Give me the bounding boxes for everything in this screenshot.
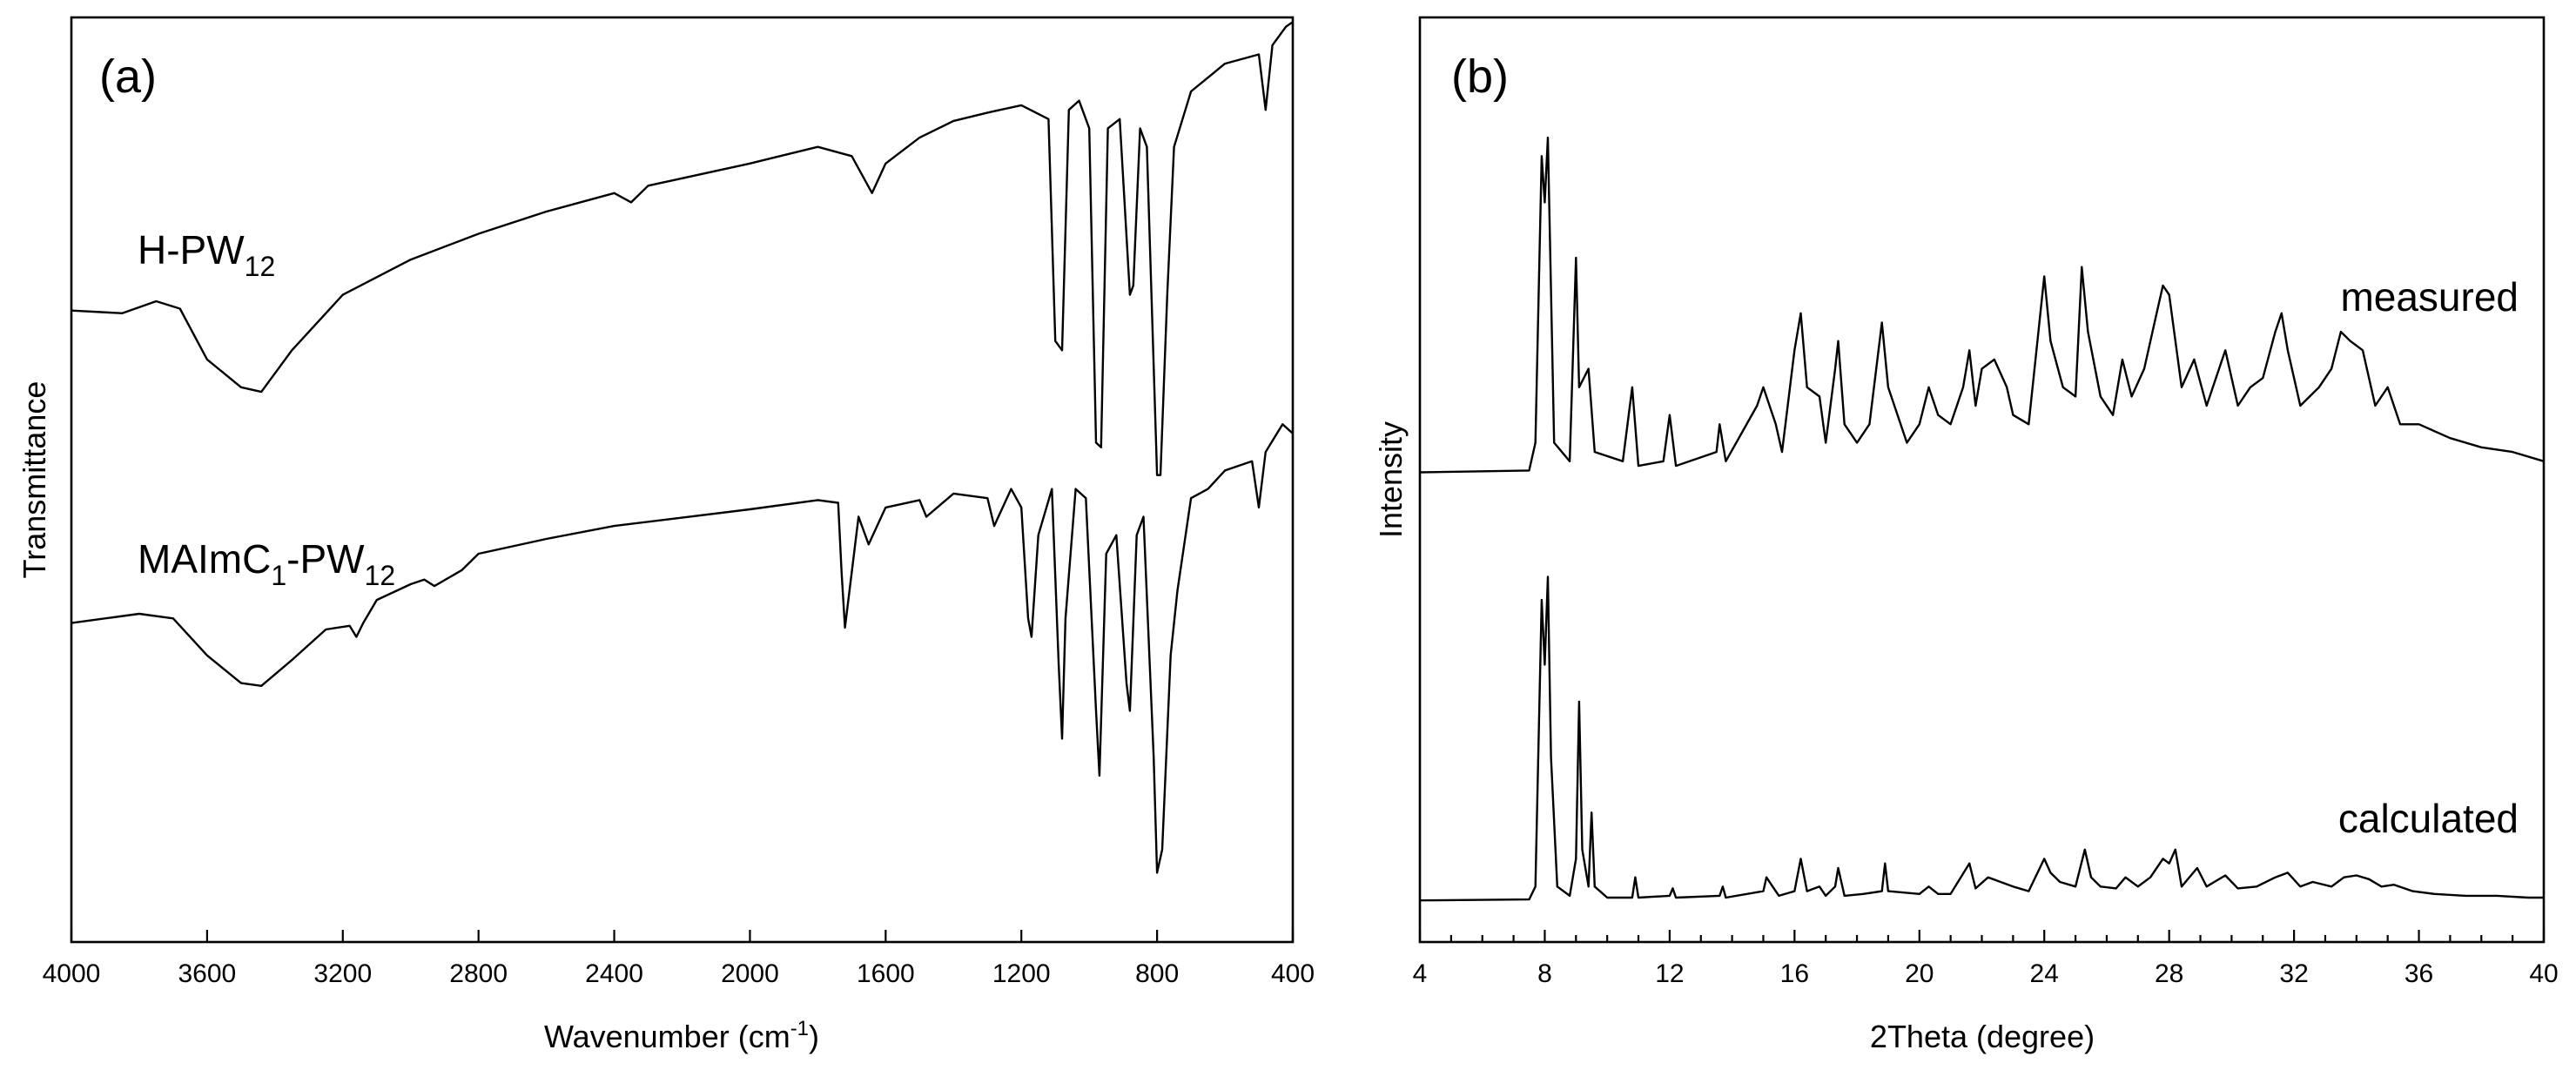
label-calculated: calculated [2338, 796, 2519, 841]
panel-a-label: (a) [99, 50, 157, 103]
label-measured: measured [2340, 274, 2519, 320]
series-line-a-h-pw12 [71, 22, 1293, 474]
series-line-b-calculated [1420, 577, 2544, 901]
x-tick-label: 8 [1537, 959, 1552, 988]
series-line-a-maimc1-pw12 [71, 424, 1293, 872]
x-tick-label: 32 [2279, 959, 2308, 988]
panel-b-y-axis-title: Intensity [1373, 421, 1409, 538]
panel-a-x-ticks: 4000 3600 3200 2800 2400 2000 1600 1200 800 400 [43, 930, 1315, 988]
panel-b-label: (b) [1451, 50, 1509, 103]
x-tick-label: 1600 [857, 959, 915, 988]
panel-b-series [1420, 138, 2544, 900]
x-tick-label: 12 [1655, 959, 1684, 988]
x-tick-label: 3200 [313, 959, 372, 988]
panel-b-x-ticks: 4 8 12 16 20 24 28 32 36 40 [1413, 930, 2559, 988]
x-tick-label: 1200 [992, 959, 1051, 988]
figure: (a) H-PW12 MAImC1-PW12 4000 3600 3200 2800 2… [0, 0, 2576, 1070]
x-tick-label: 28 [2155, 959, 2183, 988]
panel-b-xrd: (b) measured calculated 4 8 12 16 20 24 28 32 36… [1373, 17, 2559, 1054]
x-tick-label: 2400 [585, 959, 643, 988]
panel-a-ftir: (a) H-PW12 MAImC1-PW12 4000 3600 3200 2800 2… [17, 17, 1315, 1054]
x-tick-label: 4 [1413, 959, 1428, 988]
x-tick-label: 24 [2030, 959, 2059, 988]
x-tick-label: 20 [1905, 959, 1934, 988]
x-tick-label: 800 [1135, 959, 1179, 988]
panel-b-x-axis-title: 2Theta (degree) [1870, 1019, 2095, 1054]
x-tick-label: 4000 [43, 959, 101, 988]
x-tick-label: 36 [2404, 959, 2433, 988]
x-tick-label: 2000 [721, 959, 779, 988]
label-maimc1-pw12: MAImC1-PW12 [138, 536, 395, 591]
panel-a-y-axis-title: Transmittance [17, 381, 52, 579]
x-tick-label: 400 [1271, 959, 1315, 988]
panel-a-plot-frame [71, 17, 1293, 942]
x-tick-label: 16 [1780, 959, 1809, 988]
panel-a-series [71, 22, 1293, 872]
x-tick-label: 2800 [449, 959, 508, 988]
label-h-pw12: H-PW12 [138, 227, 275, 282]
x-tick-label: 3600 [178, 959, 237, 988]
panel-a-x-axis-title: Wavenumber (cm-1) [544, 1017, 819, 1054]
x-tick-label: 40 [2529, 959, 2558, 988]
